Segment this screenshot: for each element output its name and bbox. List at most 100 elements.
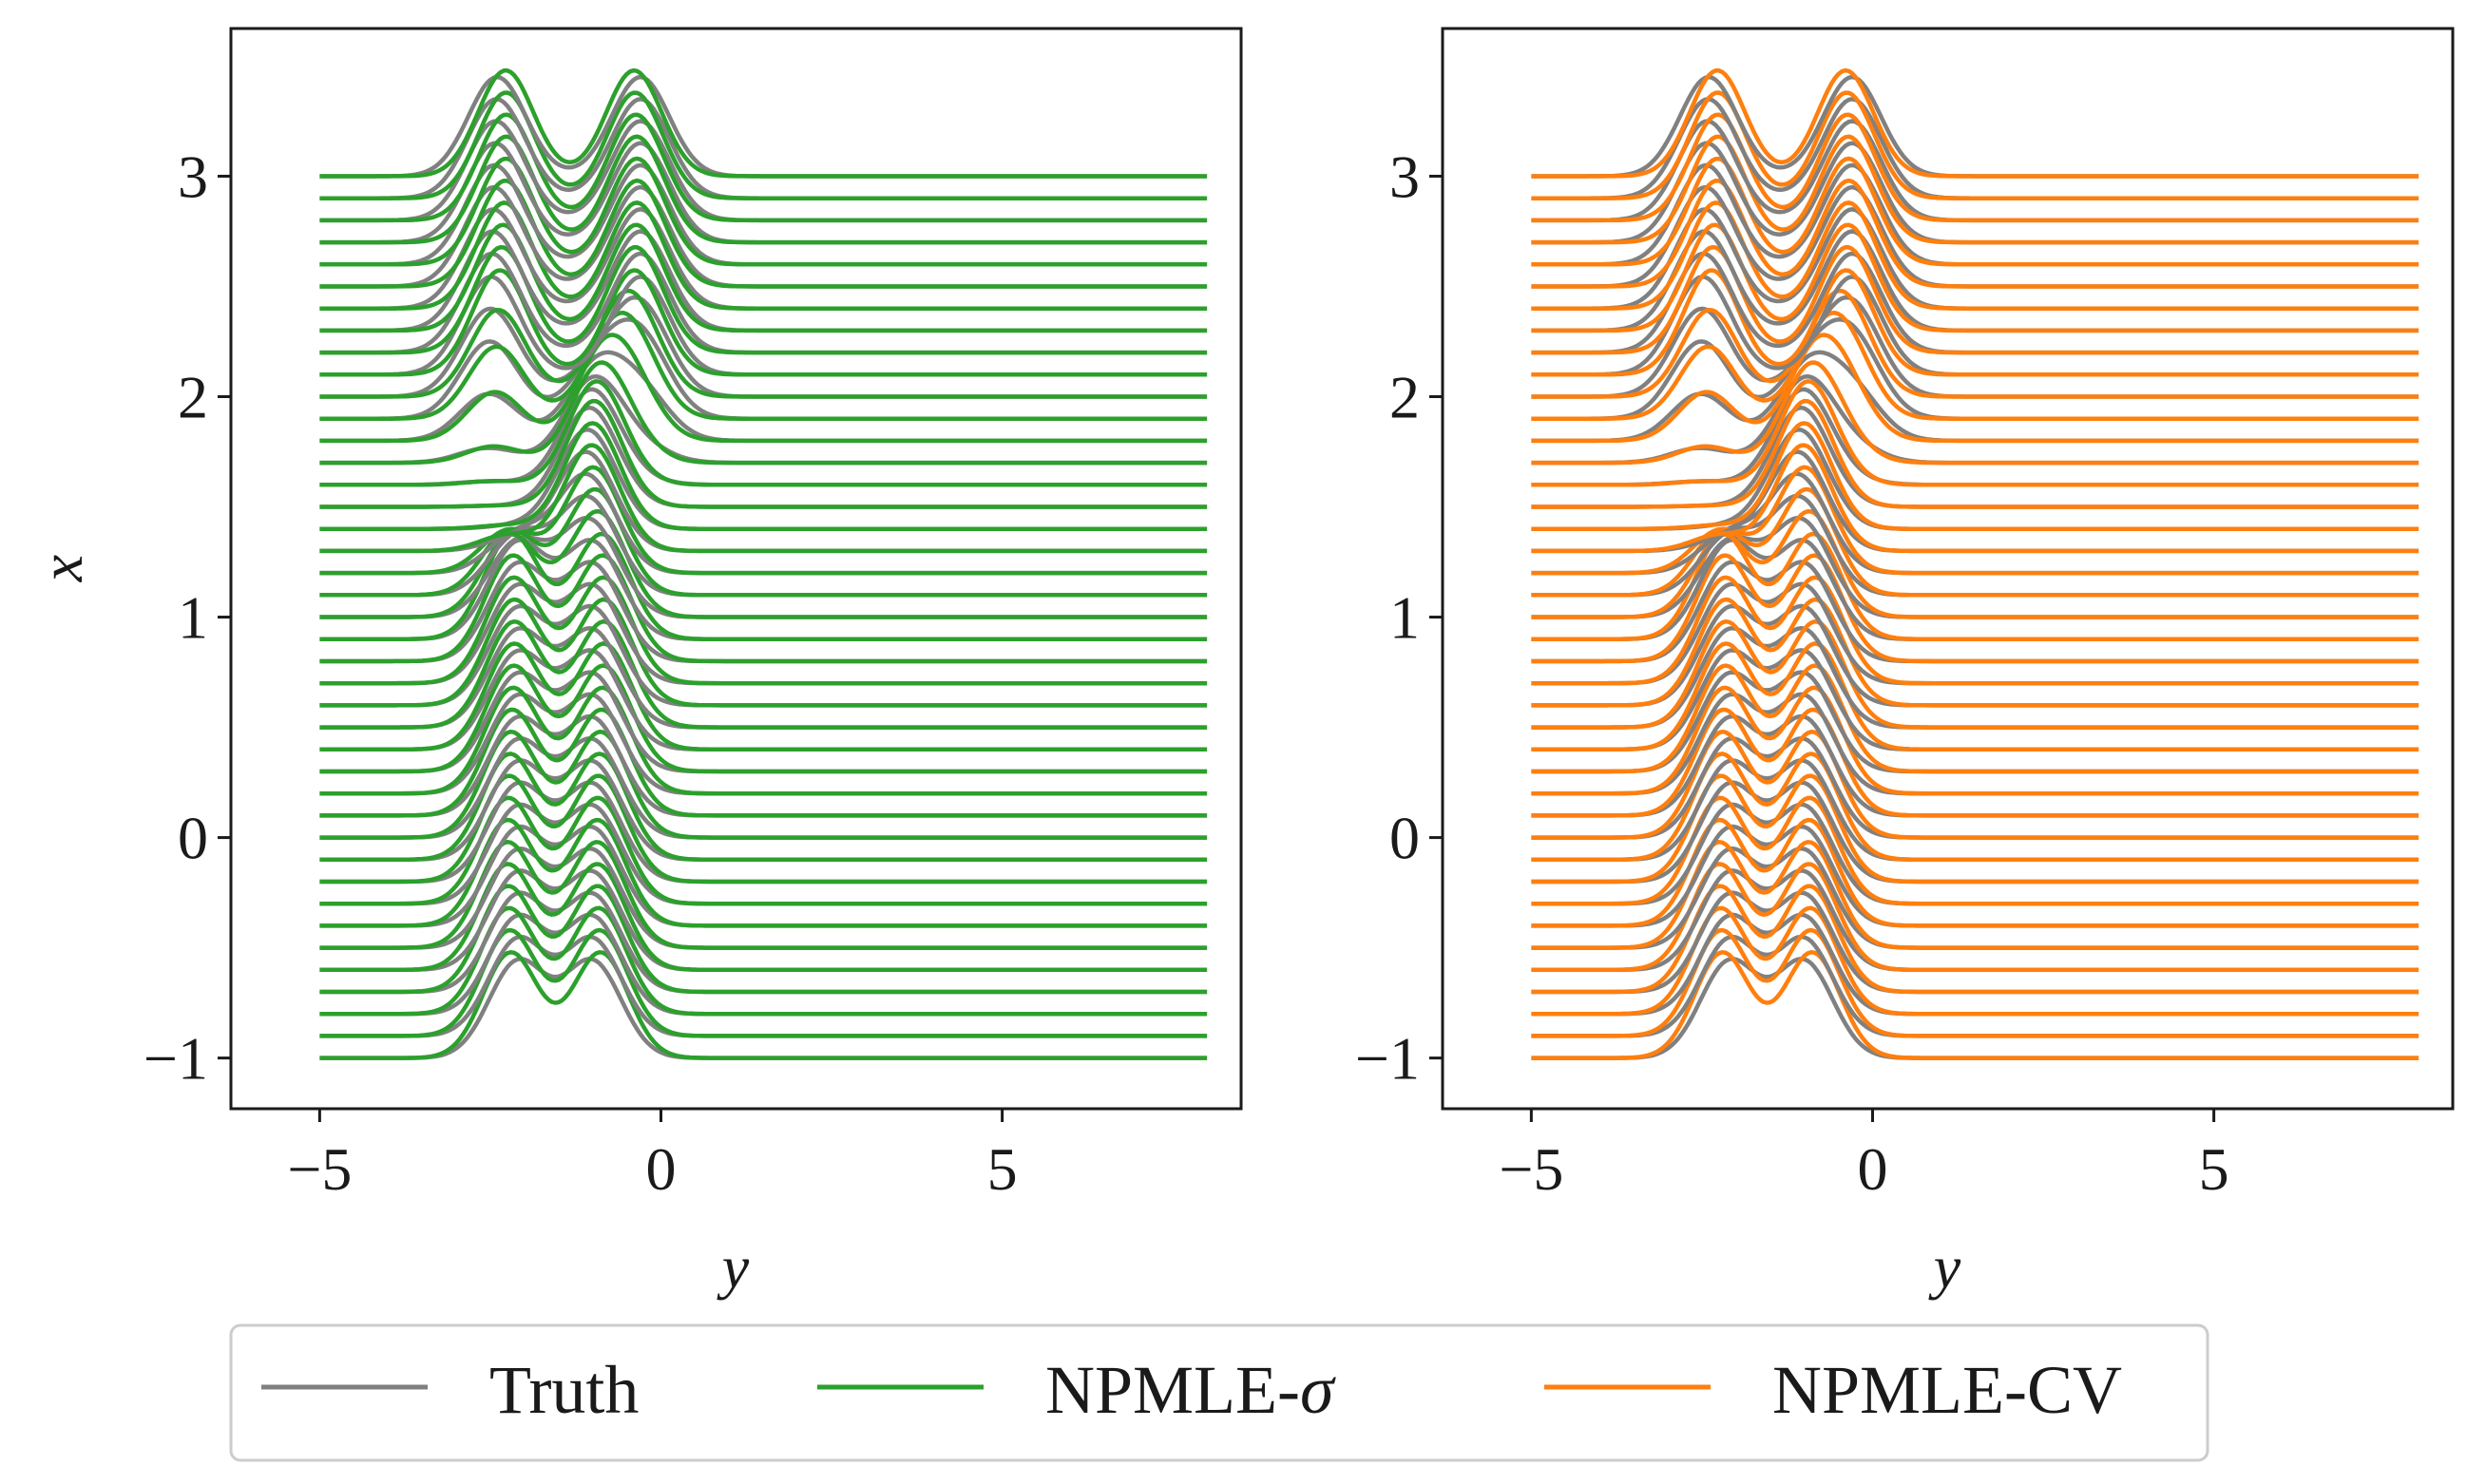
curve-estimate-x--0.9 bbox=[1531, 927, 2419, 1038]
curve-estimate-x-0.1 bbox=[1531, 707, 2419, 818]
x-tick-label: 0 bbox=[645, 1135, 676, 1203]
curve-estimate-x-2.3 bbox=[319, 222, 1208, 333]
legend-box bbox=[229, 1323, 2209, 1462]
curve-estimate-x--0.5 bbox=[1531, 839, 2419, 950]
curve-estimate-x-1.2 bbox=[1531, 465, 2419, 576]
legend-label-npmle-sigma: NPMLE-σ bbox=[1045, 1352, 1336, 1428]
curve-estimate-x-1.6 bbox=[1531, 379, 2419, 487]
curve-estimate-x-1.7 bbox=[1531, 360, 2419, 466]
curve-estimate-x-1.0 bbox=[1531, 508, 2419, 619]
curve-estimate-x--0.2 bbox=[1531, 773, 2419, 885]
curve-estimate-x-0.4 bbox=[1531, 641, 2419, 752]
curve-estimate-x--0.5 bbox=[319, 839, 1208, 950]
curve-truth-x-1.1 bbox=[1531, 493, 2419, 598]
curve-estimate-x-0.0 bbox=[319, 729, 1208, 840]
curve-estimate-x-2.5 bbox=[1531, 178, 2419, 289]
legend-label-npmle-cv: NPMLE-CV bbox=[1772, 1352, 2122, 1428]
curve-estimate-x-2.0 bbox=[1531, 288, 2419, 399]
curve-estimate-x-3.0 bbox=[1531, 67, 2419, 179]
curve-truth-x-1.4 bbox=[1531, 428, 2419, 531]
curve-estimate-x-2.0 bbox=[319, 288, 1208, 399]
y-tick-label: 3 bbox=[178, 143, 208, 210]
curve-estimate-x-2.7 bbox=[319, 134, 1208, 245]
curve-estimate-x-2.7 bbox=[1531, 134, 2419, 245]
curve-estimate-x-0.8 bbox=[319, 553, 1208, 664]
curve-estimate-x-1.4 bbox=[1531, 421, 2419, 531]
curve-estimate-x-1.3 bbox=[319, 443, 1208, 554]
curve-estimate-x-0.7 bbox=[1531, 575, 2419, 686]
curve-estimate-x-1.4 bbox=[319, 421, 1208, 531]
legend-label-truth: Truth bbox=[489, 1352, 639, 1428]
curve-estimate-x--0.3 bbox=[319, 795, 1208, 906]
curve-truth-x-1.2 bbox=[1531, 471, 2419, 576]
x-axis-label-left: y bbox=[717, 1233, 750, 1301]
y-tick-label: 2 bbox=[178, 364, 208, 431]
x-ticks-left: −5 0 5 bbox=[287, 1109, 1018, 1203]
curve-estimate-x--0.7 bbox=[319, 884, 1208, 995]
curve-estimate-x--0.9 bbox=[319, 927, 1208, 1038]
plot-frame-right bbox=[1441, 27, 2455, 1111]
legend-label-npmle-sigma-symbol: σ bbox=[1300, 1352, 1336, 1428]
curve-estimate-x-0.9 bbox=[1531, 531, 2419, 642]
curve-estimate-x-0.9 bbox=[319, 531, 1208, 642]
y-tick-label: 1 bbox=[1389, 584, 1420, 652]
curve-estimate-x-2.9 bbox=[319, 90, 1208, 200]
curve-estimate-x-0.3 bbox=[319, 663, 1208, 774]
curve-truth-x-1.3 bbox=[319, 449, 1208, 554]
curve-estimate-x--0.2 bbox=[319, 773, 1208, 885]
curve-estimate-x-0.1 bbox=[319, 707, 1208, 818]
curve-estimate-x-2.8 bbox=[319, 112, 1208, 223]
curve-estimate-x--0.8 bbox=[319, 905, 1208, 1017]
y-tick-label: 0 bbox=[178, 805, 208, 872]
curve-estimate-x-2.4 bbox=[319, 200, 1208, 311]
curve-estimate-x-3.0 bbox=[319, 67, 1208, 179]
y-tick-label: −1 bbox=[1355, 1025, 1420, 1093]
curves-left bbox=[319, 67, 1208, 1060]
y-tick-label: 1 bbox=[178, 584, 208, 652]
curve-estimate-x-0.6 bbox=[319, 597, 1208, 708]
curve-estimate-x-0.3 bbox=[1531, 663, 2419, 774]
curve-estimate-x-2.4 bbox=[1531, 200, 2419, 311]
curve-truth-x-1.4 bbox=[319, 428, 1208, 531]
y-tick-label: 2 bbox=[1389, 364, 1420, 431]
curve-estimate-x-2.1 bbox=[319, 268, 1208, 377]
x-axis-label-right: y bbox=[1928, 1233, 1961, 1301]
curve-estimate-x-2.3 bbox=[1531, 222, 2419, 333]
curve-estimate-x-2.5 bbox=[319, 178, 1208, 289]
curve-estimate-x-0.2 bbox=[319, 685, 1208, 796]
curve-truth-x-1.6 bbox=[1531, 387, 2419, 487]
y-tick-label: 3 bbox=[1389, 143, 1420, 210]
curve-estimate-x-0.6 bbox=[1531, 597, 2419, 708]
x-ticks-right: −5 0 5 bbox=[1499, 1109, 2229, 1203]
curve-estimate-x--0.8 bbox=[1531, 905, 2419, 1017]
curve-estimate-x--0.4 bbox=[319, 817, 1208, 928]
curve-truth-x-1.6 bbox=[319, 387, 1208, 487]
y-axis-label-left: x bbox=[28, 555, 95, 582]
curve-estimate-x-2.1 bbox=[1531, 268, 2419, 377]
curve-estimate-x-2.6 bbox=[1531, 156, 2419, 267]
curve-estimate-x-2.6 bbox=[319, 156, 1208, 267]
x-tick-label: −5 bbox=[287, 1135, 352, 1203]
curve-estimate-x--0.7 bbox=[1531, 884, 2419, 995]
y-tick-label: −1 bbox=[143, 1025, 208, 1093]
curve-truth-x-1.2 bbox=[319, 471, 1208, 576]
curve-truth-x-1.1 bbox=[319, 493, 1208, 598]
y-ticks-left: −1 0 1 2 3 bbox=[143, 143, 231, 1093]
curve-estimate-x-2.8 bbox=[1531, 112, 2419, 223]
curve-estimate-x-1.6 bbox=[319, 379, 1208, 487]
curve-estimate-x-2.2 bbox=[1531, 244, 2419, 355]
plot-frame-left bbox=[229, 27, 1243, 1111]
curve-truth-x-1.3 bbox=[1531, 449, 2419, 554]
curve-estimate-x--0.6 bbox=[319, 862, 1208, 973]
curve-estimate-x-0.0 bbox=[1531, 729, 2419, 840]
curve-estimate-x-1.1 bbox=[319, 486, 1208, 598]
curve-estimate-x-2.9 bbox=[1531, 90, 2419, 200]
curve-estimate-x--0.1 bbox=[319, 752, 1208, 863]
curve-estimate-x-1.8 bbox=[1531, 333, 2419, 444]
curve-estimate-x-1.3 bbox=[1531, 443, 2419, 554]
curve-estimate-x-1.7 bbox=[319, 360, 1208, 466]
curve-estimate-x-0.5 bbox=[319, 618, 1208, 730]
curve-estimate-x-1.9 bbox=[1531, 311, 2419, 421]
curve-estimate-x--1.0 bbox=[1531, 950, 2419, 1060]
